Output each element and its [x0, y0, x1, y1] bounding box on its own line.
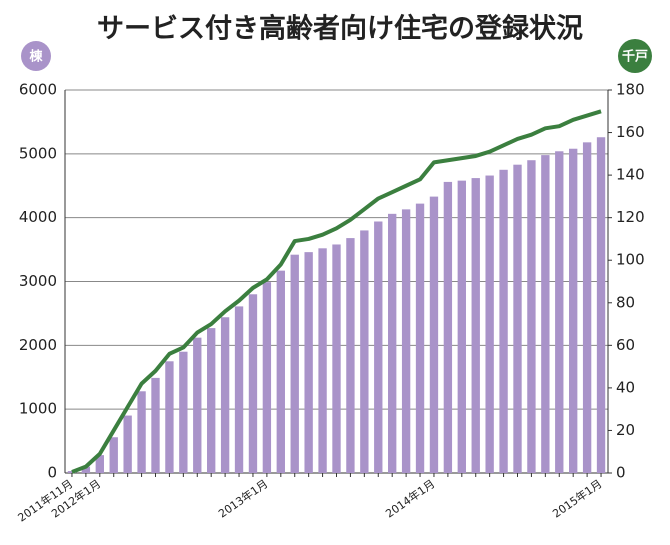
bar [193, 337, 202, 473]
bar [360, 230, 369, 473]
y2-tick-label: 60 [616, 336, 635, 354]
x-tick-label: 2013年1月 [216, 476, 271, 520]
bar [179, 351, 188, 473]
bar [527, 160, 536, 473]
bar [165, 361, 174, 473]
y2-tick-label: 80 [616, 293, 635, 311]
y-tick-label: 6000 [19, 81, 57, 99]
y-tick-label: 4000 [19, 208, 57, 226]
bar [137, 391, 146, 473]
y2-tick-label: 20 [616, 421, 635, 439]
bar [234, 306, 244, 473]
bar [443, 181, 453, 474]
bar [485, 175, 494, 473]
y-axis-label: 棟 [29, 49, 43, 65]
bar [401, 209, 411, 473]
bar [248, 294, 258, 473]
x-tick-label: 2014年1月 [383, 476, 438, 520]
y2-tick-label: 0 [616, 464, 626, 482]
y2-tick-label: 140 [616, 166, 645, 184]
y2-tick-label: 40 [616, 378, 635, 396]
y2-tick-label: 160 [616, 123, 645, 141]
bar [569, 148, 578, 473]
bar [555, 151, 564, 473]
bar [220, 317, 230, 473]
bar [109, 437, 118, 473]
y2-tick-label: 100 [616, 251, 645, 269]
bar [374, 221, 383, 473]
x-tick-label: 2015年1月 [550, 476, 605, 520]
bar [67, 471, 77, 473]
bar [123, 415, 132, 473]
bar [81, 466, 91, 473]
bar [276, 270, 285, 473]
bar [541, 155, 550, 474]
bar [388, 213, 397, 473]
bar [415, 203, 425, 473]
y2-tick-label: 120 [616, 208, 645, 226]
bar [513, 164, 522, 473]
bar [304, 252, 313, 473]
bar [582, 142, 592, 474]
bar [596, 137, 606, 473]
y-tick-label: 1000 [19, 400, 57, 418]
y2-tick-label: 180 [616, 81, 645, 99]
bar [95, 455, 104, 473]
line [71, 109, 602, 474]
bar [499, 169, 508, 473]
bar [318, 248, 327, 473]
y-tick-label: 5000 [19, 144, 57, 162]
y-tick-label: 0 [47, 464, 57, 482]
bar [151, 377, 160, 473]
bar [429, 196, 439, 473]
y-unit-badge [21, 41, 51, 71]
chart-title: サービス付き高齢者向け住宅の登録状況 [97, 13, 583, 45]
y2-unit-badge [618, 39, 652, 73]
bar [207, 328, 216, 473]
bar [262, 282, 272, 473]
bar [457, 180, 466, 474]
bar [332, 244, 341, 473]
y-tick-label: 3000 [19, 272, 57, 290]
bar [346, 238, 355, 473]
y2-axis-label: 千戸 [622, 49, 648, 65]
y-tick-label: 2000 [19, 336, 57, 354]
bar [290, 254, 299, 473]
bar [471, 178, 480, 473]
